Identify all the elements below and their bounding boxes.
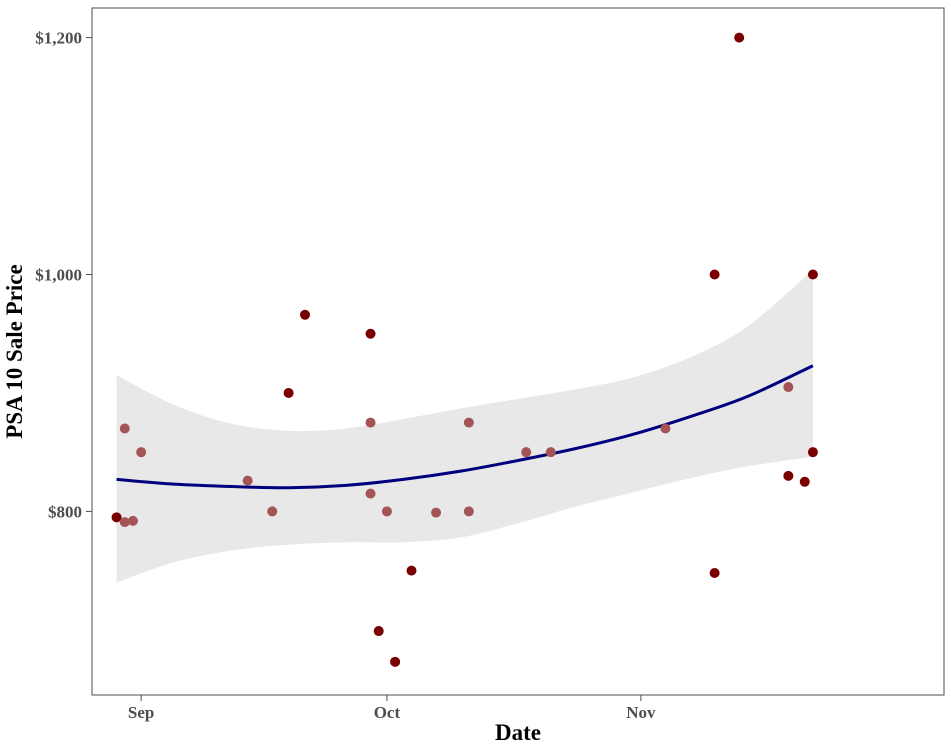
data-point-30 — [807, 447, 818, 458]
data-point-3 — [119, 423, 130, 434]
data-point-26 — [783, 382, 794, 393]
x-axis-title: Date — [495, 720, 541, 745]
data-point-13 — [373, 626, 384, 637]
smooth-trend-line — [116, 364, 814, 490]
data-point-25 — [734, 32, 745, 43]
data-point-14 — [381, 506, 392, 517]
confidence-band — [116, 269, 813, 583]
x-tick-label-3: Nov — [626, 703, 656, 722]
data-point-29 — [807, 269, 818, 280]
data-point-11 — [365, 417, 376, 428]
data-points-layer — [111, 32, 818, 667]
x-tick-label-1: Sep — [128, 703, 154, 722]
data-point-8 — [283, 387, 294, 398]
x-axis: Sep Oct Nov — [128, 695, 656, 722]
x-tick-label-2: Oct — [374, 703, 401, 722]
data-point-5 — [136, 447, 147, 458]
data-point-18 — [463, 417, 474, 428]
y-tick-label-2: $1,000 — [35, 266, 82, 285]
data-point-20 — [521, 447, 532, 458]
data-point-24 — [709, 567, 720, 578]
y-tick-label-3: $1,200 — [35, 29, 82, 48]
confidence-band-layer — [116, 269, 813, 583]
y-axis: $800 $1,000 $1,200 — [35, 29, 92, 521]
data-point-9 — [300, 309, 310, 320]
data-point-6 — [242, 475, 253, 486]
data-point-21 — [545, 447, 556, 458]
data-point-15 — [390, 656, 401, 667]
data-point-16 — [406, 565, 417, 576]
data-point-1 — [111, 512, 122, 523]
y-tick-label-1: $800 — [48, 502, 82, 521]
data-point-17 — [431, 507, 442, 518]
smooth-line-layer — [116, 364, 814, 490]
data-point-7 — [267, 506, 278, 517]
data-point-23 — [709, 269, 720, 280]
data-point-2 — [119, 517, 130, 528]
data-point-10 — [365, 328, 376, 339]
plot-panel-border — [91, 7, 945, 696]
data-point-22 — [660, 423, 671, 434]
data-point-4 — [127, 515, 138, 526]
data-point-12 — [365, 488, 376, 499]
data-point-27 — [783, 470, 794, 481]
data-point-28 — [799, 476, 810, 487]
y-axis-title: PSA 10 Sale Price — [2, 264, 27, 438]
data-point-19 — [463, 506, 474, 517]
